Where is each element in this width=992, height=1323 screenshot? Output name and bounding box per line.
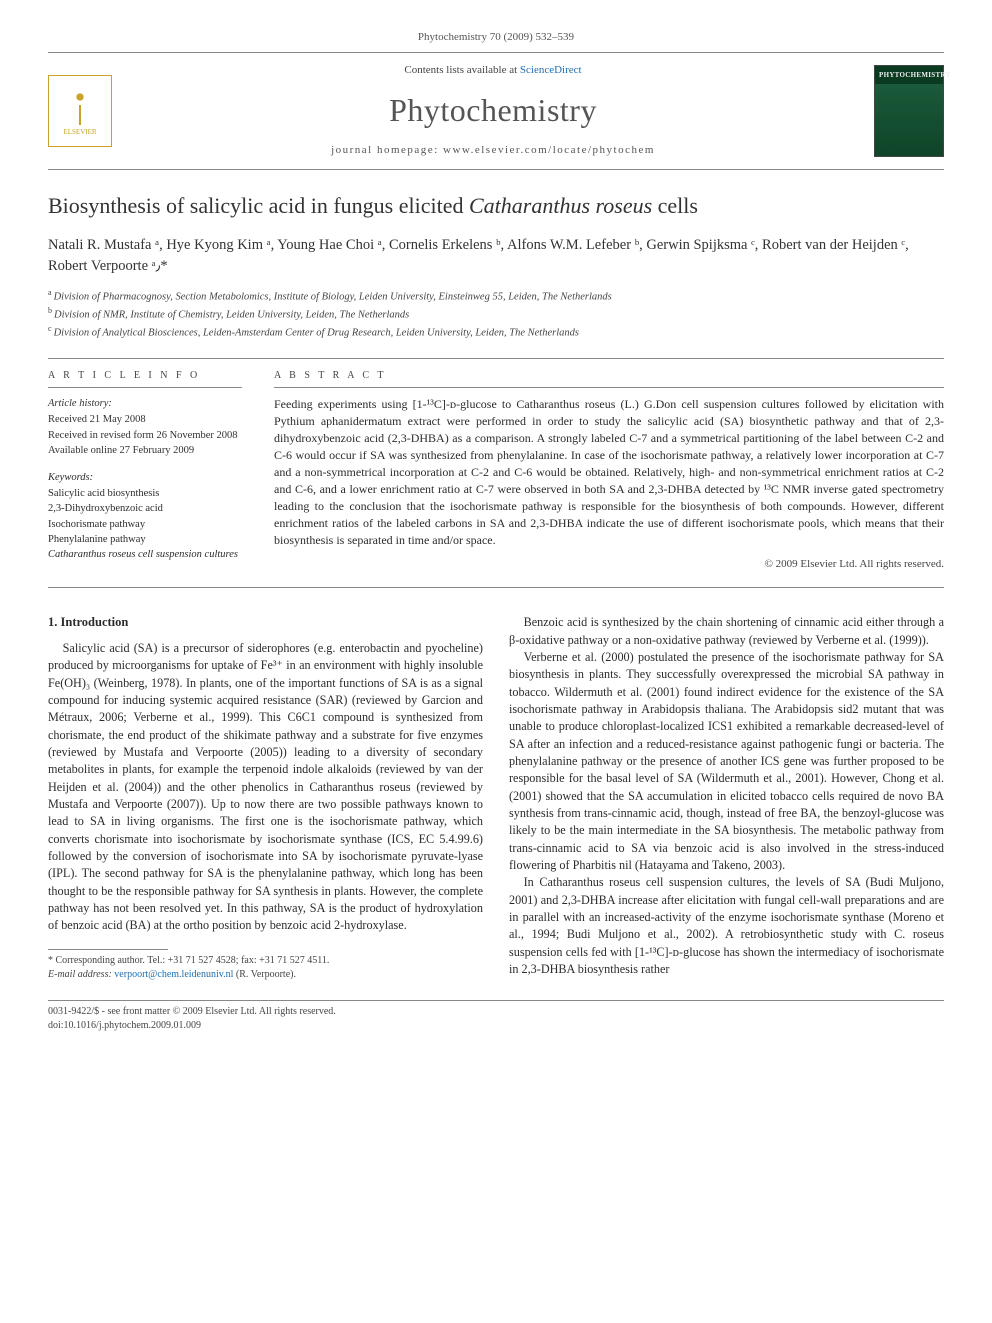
body-paragraph: Verberne et al. (2000) postulated the pr…: [509, 649, 944, 874]
history-online: Available online 27 February 2009: [48, 443, 242, 458]
body-paragraph: Benzoic acid is synthesized by the chain…: [509, 614, 944, 649]
footer-doi: doi:10.1016/j.phytochem.2009.01.009: [48, 1019, 944, 1034]
title-species: Catharanthus roseus: [469, 193, 652, 218]
keyword-item-em: Catharanthus roseus cell suspension cult…: [48, 549, 238, 560]
title-pre: Biosynthesis of salicylic acid in fungus…: [48, 193, 469, 218]
page-footer: 0031-9422/$ - see front matter © 2009 El…: [48, 1000, 944, 1034]
info-abstract-row: A R T I C L E I N F O Article history: R…: [48, 358, 944, 589]
corr-email-line: E-mail address: verpoort@chem.leidenuniv…: [48, 968, 483, 982]
elsevier-logo: ELSEVIER: [48, 75, 112, 147]
title-post: cells: [652, 193, 698, 218]
journal-cover-thumb: PHYTOCHEMISTRY: [874, 65, 944, 157]
corr-email-link[interactable]: verpoort@chem.leidenuniv.nl: [114, 969, 233, 980]
elsevier-tree-icon: [60, 85, 100, 125]
email-label: E-mail address:: [48, 969, 112, 980]
section-1-heading: 1. Introduction: [48, 614, 483, 632]
journal-homepage: journal homepage: www.elsevier.com/locat…: [112, 143, 874, 159]
footer-front-matter: 0031-9422/$ - see front matter © 2009 El…: [48, 1005, 944, 1020]
abstract-body: Feeding experiments using [1-¹³C]-ᴅ-gluc…: [274, 396, 944, 549]
history-received: Received 21 May 2008: [48, 412, 242, 427]
keyword-item: Salicylic acid biosynthesis: [48, 486, 242, 501]
history-revised: Received in revised form 26 November 200…: [48, 428, 242, 443]
contents-available: Contents lists available at ScienceDirec…: [112, 63, 874, 79]
authors-line: Natali R. Mustafa ᵃ, Hye Kyong Kim ᵃ, Yo…: [48, 235, 944, 277]
affiliations: aDivision of Pharmacognosy, Section Meta…: [48, 287, 944, 342]
footnote-separator: [48, 949, 168, 950]
keyword-item: Phenylalanine pathway: [48, 532, 242, 547]
keyword-item: 2,3-Dihydroxybenzoic acid: [48, 501, 242, 516]
abstract-col: A B S T R A C T Feeding experiments usin…: [258, 359, 944, 588]
article-info-col: A R T I C L E I N F O Article history: R…: [48, 359, 258, 588]
header-center: Contents lists available at ScienceDirec…: [112, 63, 874, 159]
article-info-heading: A R T I C L E I N F O: [48, 369, 242, 389]
body-paragraph: In Catharanthus roseus cell suspension c…: [509, 874, 944, 978]
abstract-heading: A B S T R A C T: [274, 369, 944, 389]
contents-available-text: Contents lists available at: [404, 64, 517, 76]
affiliation-c: cDivision of Analytical Biosciences, Lei…: [48, 323, 944, 341]
elsevier-label: ELSEVIER: [63, 127, 96, 137]
aff-b-text: Division of NMR, Institute of Chemistry,…: [54, 310, 409, 321]
article-title: Biosynthesis of salicylic acid in fungus…: [48, 192, 944, 221]
cover-title: PHYTOCHEMISTRY: [879, 70, 939, 80]
corresponding-author-footnote: * Corresponding author. Tel.: +31 71 527…: [48, 954, 483, 982]
aff-c-text: Division of Analytical Biosciences, Leid…: [54, 328, 579, 339]
corr-email-tail: (R. Verpoorte).: [236, 969, 296, 980]
history-label: Article history:: [48, 396, 242, 411]
keyword-item: Catharanthus roseus cell suspension cult…: [48, 547, 242, 562]
abstract-copyright: © 2009 Elsevier Ltd. All rights reserved…: [274, 557, 944, 573]
affiliation-a: aDivision of Pharmacognosy, Section Meta…: [48, 287, 944, 305]
journal-header-bar: ELSEVIER Contents lists available at Sci…: [48, 52, 944, 170]
affiliation-b: bDivision of NMR, Institute of Chemistry…: [48, 305, 944, 323]
keyword-item: Isochorismate pathway: [48, 517, 242, 532]
sciencedirect-link[interactable]: ScienceDirect: [520, 64, 582, 76]
corr-line: * Corresponding author. Tel.: +31 71 527…: [48, 954, 483, 968]
running-citation: Phytochemistry 70 (2009) 532–539: [48, 30, 944, 46]
body-two-column: 1. Introduction Salicylic acid (SA) is a…: [48, 614, 944, 981]
journal-title: Phytochemistry: [112, 87, 874, 133]
keywords-label: Keywords:: [48, 470, 242, 485]
aff-a-text: Division of Pharmacognosy, Section Metab…: [54, 291, 612, 302]
body-paragraph: Salicylic acid (SA) is a precursor of si…: [48, 640, 483, 935]
